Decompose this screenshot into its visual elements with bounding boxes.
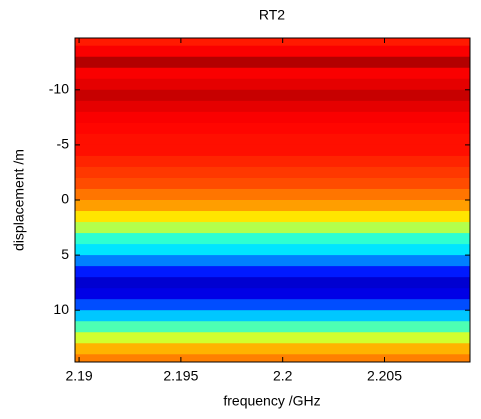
heatmap-band bbox=[75, 45, 470, 58]
heatmap-band bbox=[75, 67, 470, 80]
heatmap-band bbox=[75, 56, 470, 69]
heatmap-band bbox=[75, 38, 470, 47]
heatmap-band bbox=[75, 277, 470, 289]
chart-title: RT2 bbox=[259, 7, 285, 23]
x-tick-label: 2.19 bbox=[65, 368, 92, 384]
heatmap-band bbox=[75, 310, 470, 322]
heatmap-band bbox=[75, 343, 470, 355]
heatmap-band bbox=[75, 111, 470, 124]
heatmap-band bbox=[75, 299, 470, 311]
heatmap-band bbox=[75, 144, 470, 157]
heatmap-band bbox=[75, 188, 470, 201]
heatmap-band bbox=[75, 89, 470, 102]
y-tick-label: 5 bbox=[61, 246, 69, 262]
heatmap-band bbox=[75, 133, 470, 146]
x-axis-label: frequency /GHz bbox=[223, 393, 320, 409]
x-tick-label: 2.195 bbox=[163, 368, 198, 384]
heatmap-band bbox=[75, 222, 470, 234]
heatmap-band bbox=[75, 177, 470, 190]
heatmap-band bbox=[75, 288, 470, 300]
heatmap-band bbox=[75, 321, 470, 333]
y-tick-label: 0 bbox=[61, 191, 69, 207]
y-tick-label: 10 bbox=[53, 301, 69, 317]
heatmap-band bbox=[75, 211, 470, 223]
y-axis-label: displacement /m bbox=[11, 149, 27, 251]
y-tick-label: -5 bbox=[57, 136, 70, 152]
heatmap-band bbox=[75, 155, 470, 168]
heatmap-band bbox=[75, 233, 470, 245]
heatmap-band bbox=[75, 166, 470, 179]
heatmap-band bbox=[75, 244, 470, 256]
heatmap-band bbox=[75, 255, 470, 267]
x-tick-label: 2.205 bbox=[367, 368, 402, 384]
heatmap bbox=[75, 38, 470, 362]
heatmap-band bbox=[75, 200, 470, 212]
heatmap-band bbox=[75, 122, 470, 135]
heatmap-band bbox=[75, 332, 470, 344]
heatmap-band bbox=[75, 100, 470, 113]
y-tick-label: -10 bbox=[49, 80, 69, 96]
x-tick-label: 2.2 bbox=[273, 368, 293, 384]
heatmap-band bbox=[75, 354, 470, 362]
heatmap-band bbox=[75, 78, 470, 91]
heatmap-band bbox=[75, 266, 470, 278]
